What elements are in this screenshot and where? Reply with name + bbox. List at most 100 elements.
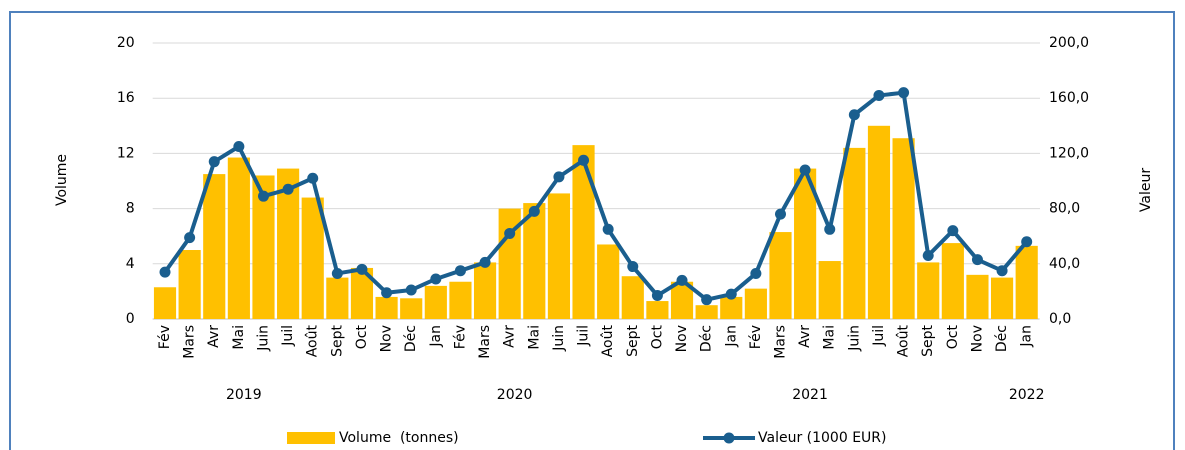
line-marker bbox=[553, 171, 565, 183]
line-marker bbox=[578, 154, 590, 166]
bar bbox=[252, 175, 275, 319]
x-tick-label: Mars bbox=[477, 325, 493, 359]
x-tick-label: Fév bbox=[157, 325, 173, 349]
y2-tick-label: 40,0 bbox=[1049, 256, 1080, 272]
bar bbox=[1015, 245, 1038, 319]
x-tick-label: Déc bbox=[994, 325, 1010, 352]
y-tick-label: 20 bbox=[117, 35, 135, 51]
y2-tick-label: 200,0 bbox=[1049, 35, 1089, 51]
bar bbox=[375, 296, 398, 319]
bar bbox=[769, 232, 792, 319]
x-tick-label: Avr bbox=[206, 325, 222, 348]
line-marker bbox=[627, 261, 639, 273]
line-marker bbox=[898, 87, 910, 99]
y-tick-label: 0 bbox=[126, 311, 135, 327]
x-tick-label: Mai bbox=[231, 325, 247, 350]
line-marker bbox=[848, 109, 860, 121]
x-tick-label: Juin bbox=[551, 325, 567, 352]
x-tick-label: Août bbox=[305, 324, 321, 357]
y2-tick-label: 160,0 bbox=[1049, 90, 1089, 106]
line-marker bbox=[454, 265, 466, 277]
line-marker bbox=[504, 227, 516, 239]
line-marker bbox=[307, 172, 319, 184]
line-marker bbox=[184, 232, 196, 244]
line-marker bbox=[381, 287, 393, 299]
bar bbox=[867, 125, 891, 319]
x-tick-label: Avr bbox=[502, 325, 518, 348]
frame bbox=[9, 11, 1175, 450]
bar bbox=[744, 288, 767, 319]
bar bbox=[227, 157, 250, 319]
x-tick-label: Jan bbox=[1019, 325, 1035, 348]
bar bbox=[794, 168, 817, 319]
bar bbox=[203, 174, 226, 319]
bar bbox=[990, 277, 1014, 319]
line-marker bbox=[971, 254, 983, 266]
x-tick-label: Mai bbox=[822, 325, 838, 350]
bar bbox=[670, 281, 694, 319]
line-marker bbox=[922, 250, 934, 262]
bar bbox=[473, 262, 497, 319]
line-marker bbox=[331, 267, 343, 279]
bar bbox=[597, 244, 620, 319]
legend-label: Volume (tonnes) bbox=[339, 430, 459, 446]
bar bbox=[449, 281, 472, 319]
x-tick-label: Fév bbox=[748, 325, 764, 349]
x-tick-label: Juin bbox=[255, 325, 271, 352]
bar bbox=[301, 197, 324, 319]
x-tick-label: Fév bbox=[452, 325, 468, 349]
bar bbox=[621, 276, 644, 319]
bar bbox=[547, 193, 570, 319]
line-marker bbox=[257, 190, 269, 202]
bar bbox=[818, 261, 841, 319]
y-tick-label: 12 bbox=[117, 145, 135, 161]
bar bbox=[424, 285, 447, 319]
bar bbox=[572, 145, 595, 319]
x-tick-label: Sept bbox=[329, 325, 345, 357]
line-marker bbox=[651, 290, 663, 302]
bar bbox=[326, 277, 349, 319]
line-marker bbox=[799, 164, 811, 176]
line-marker bbox=[750, 267, 762, 279]
bar bbox=[523, 203, 546, 319]
line-marker bbox=[159, 266, 171, 278]
line-marker bbox=[701, 294, 713, 306]
x-tick-label: Sept bbox=[625, 325, 641, 357]
bar bbox=[178, 250, 201, 319]
line-marker bbox=[602, 223, 614, 235]
legend-marker bbox=[723, 432, 735, 444]
x-tick-label: Déc bbox=[403, 325, 419, 352]
line-marker bbox=[233, 141, 245, 152]
y-tick-label: 16 bbox=[117, 90, 135, 106]
x-tick-label: Juil bbox=[871, 325, 887, 347]
line-marker bbox=[873, 89, 885, 101]
x-tick-label: Déc bbox=[699, 325, 715, 352]
bar bbox=[892, 138, 915, 319]
x-tick-label: Juin bbox=[846, 325, 862, 352]
line-marker bbox=[824, 223, 836, 235]
line-marker bbox=[405, 284, 417, 296]
x-tick-label: Juil bbox=[576, 325, 592, 347]
bar bbox=[695, 305, 718, 319]
x-tick-label: Jan bbox=[723, 325, 739, 348]
x-tick-label: Août bbox=[896, 324, 912, 357]
x-tick-label: Mars bbox=[182, 325, 198, 359]
x-tick-label: Nov bbox=[674, 325, 690, 352]
x-tick-label: Avr bbox=[797, 325, 813, 348]
line-marker bbox=[430, 273, 442, 285]
x-tick-label: Nov bbox=[969, 325, 985, 352]
x-tick-label: Août bbox=[600, 324, 616, 357]
year-label: 2019 bbox=[226, 387, 262, 403]
bar bbox=[400, 298, 423, 319]
y2-axis-label: Valeur bbox=[1138, 168, 1154, 212]
y-tick-label: 4 bbox=[126, 256, 135, 272]
bar bbox=[350, 267, 374, 319]
year-label: 2021 bbox=[792, 387, 828, 403]
legend-label: Valeur (1000 EUR) bbox=[758, 430, 886, 446]
y2-tick-label: 0,0 bbox=[1049, 311, 1071, 327]
line-marker bbox=[996, 265, 1008, 277]
line-marker bbox=[208, 156, 220, 168]
bar bbox=[941, 243, 964, 319]
